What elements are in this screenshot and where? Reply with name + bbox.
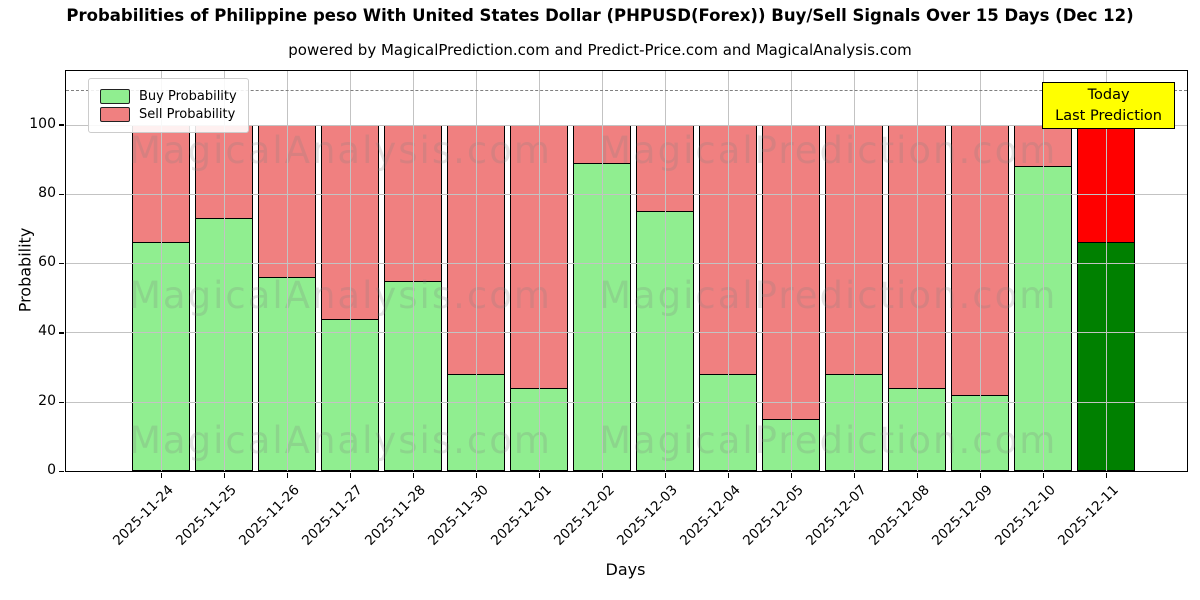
y-tick-label: 20 [38,392,56,409]
x-tick-mark [412,473,415,478]
x-tick-mark [790,473,793,478]
x-tick-mark [1042,473,1045,478]
sell-swatch-icon [100,107,130,122]
watermark-layer: MagicalAnalysis.com MagicalPrediction.com… [66,71,1187,471]
legend-item-sell: Sell Probability [100,107,237,122]
vertical-gridline [1042,71,1044,471]
watermark-analysis: MagicalAnalysis.com [129,419,552,462]
x-tick-mark [349,473,352,478]
x-tick-label: 2025-11-26 [236,482,303,549]
horizontal-gridline [66,401,1187,403]
x-tick-mark [223,473,226,478]
vertical-gridline [538,71,540,471]
x-tick-label: 2025-12-04 [677,482,744,549]
watermark-prediction: MagicalPrediction.com [599,129,1058,172]
threshold-dashed-line [66,90,1187,92]
watermark-analysis: MagicalAnalysis.com [129,274,552,317]
x-tick-label: 2025-12-07 [803,482,870,549]
plot-area: MagicalAnalysis.com MagicalPrediction.com… [65,70,1188,472]
legend-item-buy: Buy Probability [100,89,237,104]
horizontal-gridline [66,124,1187,126]
y-tick-label: 40 [38,323,56,340]
x-axis-label: Days [605,560,646,579]
y-tick-mark [58,332,64,334]
x-tick-label: 2025-12-08 [866,482,933,549]
y-tick-mark [58,263,64,265]
x-tick-mark [475,473,478,478]
y-tick-mark [58,193,64,196]
x-tick-label: 2025-11-24 [110,482,177,549]
y-tick-label: 0 [47,462,56,478]
vertical-gridline [853,71,855,471]
watermark-prediction: MagicalPrediction.com [599,274,1058,317]
vertical-gridline [286,71,288,471]
x-tick-label: 2025-12-03 [614,482,681,549]
x-tick-mark [1105,473,1108,478]
legend-label-sell: Sell Probability [139,107,236,122]
legend: Buy Probability Sell Probability [88,78,249,133]
vertical-gridline [727,71,729,471]
y-tick-mark [58,124,64,126]
horizontal-gridline [66,332,1187,334]
x-tick-label: 2025-12-10 [992,482,1059,549]
x-tick-mark [160,473,163,478]
vertical-gridline [979,71,981,471]
x-tick-mark [664,473,667,478]
today-annotation-line2: Last Prediction [1055,107,1162,124]
x-tick-label: 2025-12-09 [929,482,996,549]
x-tick-mark [538,473,541,478]
y-tick-label: 80 [38,184,56,201]
chart-title: Probabilities of Philippine peso With Un… [66,6,1134,25]
vertical-gridline [601,71,603,471]
today-annotation-line1: Today [1087,87,1130,103]
x-tick-mark [979,473,982,478]
x-tick-mark [727,473,730,478]
today-annotation: Today Last Prediction [1042,82,1175,130]
x-tick-mark [853,473,856,478]
x-tick-label: 2025-12-05 [740,482,807,549]
vertical-gridline [664,71,666,471]
gridlines-layer [66,71,1187,471]
x-tick-mark [916,473,919,478]
horizontal-gridline [66,193,1187,195]
horizontal-gridline [66,263,1187,265]
y-tick-label: 100 [29,115,56,132]
chart-subtitle: powered by MagicalPrediction.com and Pre… [288,41,912,59]
vertical-gridline [349,71,351,471]
x-tick-label: 2025-11-25 [173,482,240,549]
vertical-gridline [475,71,477,471]
vertical-gridline [1105,71,1107,471]
buy-swatch-icon [100,89,130,104]
vertical-gridline [916,71,918,471]
watermark-analysis: MagicalAnalysis.com [129,129,552,172]
legend-label-buy: Buy Probability [139,89,237,104]
watermark-prediction: MagicalPrediction.com [599,419,1058,462]
x-tick-label: 2025-12-01 [488,482,555,549]
x-tick-label: 2025-12-11 [1055,482,1122,549]
vertical-gridline [412,71,414,471]
vertical-gridline [790,71,792,471]
y-tick-mark [58,470,64,473]
x-tick-mark [286,473,289,478]
x-tick-mark [601,473,604,478]
x-tick-label: 2025-11-30 [425,482,492,549]
x-tick-label: 2025-11-27 [299,482,366,549]
vertical-gridline [160,71,162,471]
y-tick-mark [58,401,64,403]
x-tick-label: 2025-11-28 [362,482,429,549]
y-tick-label: 60 [38,254,56,271]
vertical-gridline [223,71,225,471]
x-tick-label: 2025-12-02 [551,482,618,549]
